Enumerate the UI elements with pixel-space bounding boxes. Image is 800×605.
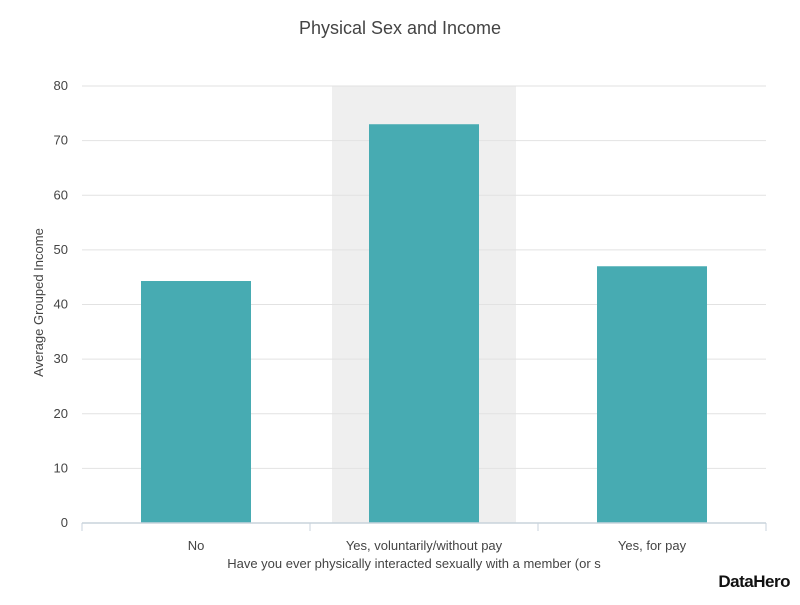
y-tick-label: 70	[54, 133, 68, 148]
y-axis-title: Average Grouped Income	[31, 228, 46, 377]
y-tick-label: 40	[54, 297, 68, 312]
x-category-label: No	[188, 538, 205, 553]
bar	[141, 281, 251, 523]
x-axis-title: Have you ever physically interacted sexu…	[227, 556, 601, 571]
x-category-label: Yes, voluntarily/without pay	[346, 538, 503, 553]
y-tick-label: 0	[61, 515, 68, 530]
chart-title: Physical Sex and Income	[298, 18, 502, 38]
y-tick-label: 60	[54, 187, 68, 202]
y-tick-label: 80	[54, 78, 68, 93]
x-category-label: Yes, for pay	[618, 538, 687, 553]
bar	[369, 124, 479, 524]
y-tick-label: 20	[54, 406, 68, 421]
y-tick-label: 30	[54, 351, 68, 366]
datahero-logo: DataHero	[718, 572, 790, 591]
bar	[597, 266, 707, 523]
y-tick-label: 50	[54, 242, 68, 257]
y-tick-label: 10	[54, 460, 68, 475]
